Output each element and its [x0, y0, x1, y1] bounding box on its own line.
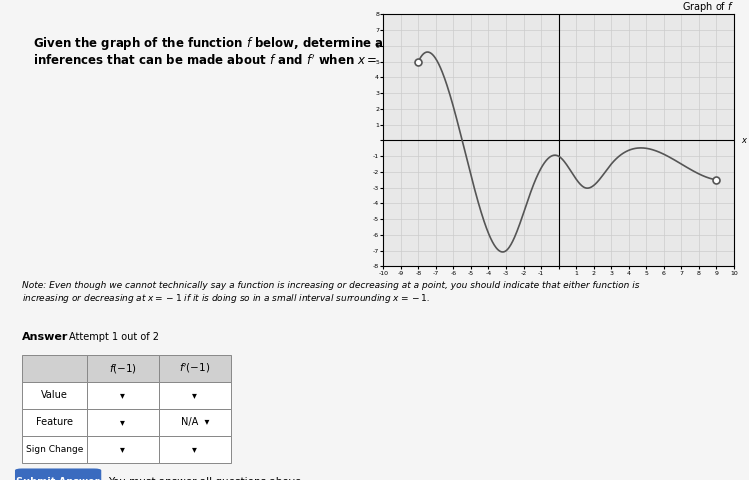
Text: Sign Change: Sign Change [25, 444, 83, 454]
FancyBboxPatch shape [159, 355, 231, 382]
Text: Value: Value [41, 390, 68, 400]
Text: ▾: ▾ [192, 390, 197, 400]
FancyBboxPatch shape [87, 355, 159, 382]
Text: Graph of $f$: Graph of $f$ [682, 0, 734, 14]
FancyBboxPatch shape [22, 382, 87, 408]
FancyBboxPatch shape [22, 436, 87, 463]
Text: ▾: ▾ [121, 390, 125, 400]
FancyBboxPatch shape [22, 355, 87, 382]
Text: Attempt 1 out of 2: Attempt 1 out of 2 [69, 332, 159, 342]
FancyBboxPatch shape [159, 382, 231, 408]
Text: Note: Even though we cannot technically say a function is increasing or decreasi: Note: Even though we cannot technically … [22, 281, 640, 305]
Text: N/A  ▾: N/A ▾ [181, 417, 209, 427]
Text: $f'(-1)$: $f'(-1)$ [179, 361, 210, 375]
FancyBboxPatch shape [22, 408, 87, 436]
Text: ▾: ▾ [192, 444, 197, 454]
Text: Given the graph of the function $f$ below, determine all possible
inferences tha: Given the graph of the function $f$ belo… [32, 35, 451, 68]
FancyBboxPatch shape [87, 382, 159, 408]
FancyBboxPatch shape [87, 408, 159, 436]
Text: $x$: $x$ [741, 136, 748, 145]
FancyBboxPatch shape [15, 468, 101, 480]
FancyBboxPatch shape [159, 408, 231, 436]
Text: Answer: Answer [22, 332, 69, 342]
Text: ▾: ▾ [121, 417, 125, 427]
FancyBboxPatch shape [159, 436, 231, 463]
Text: Feature: Feature [36, 417, 73, 427]
Text: $f(-1)$: $f(-1)$ [109, 362, 137, 375]
Text: ▾: ▾ [121, 444, 125, 454]
FancyBboxPatch shape [87, 436, 159, 463]
Text: You must answer all questions above.: You must answer all questions above. [109, 477, 305, 480]
Text: Submit Answer: Submit Answer [16, 477, 100, 480]
